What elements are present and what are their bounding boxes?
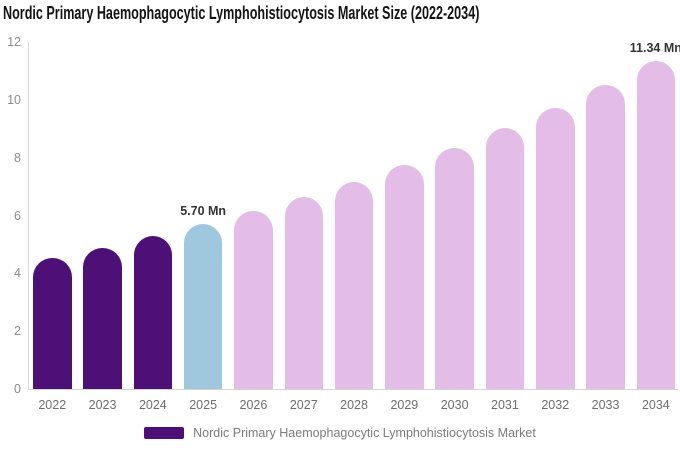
x-label-2023: 2023	[88, 398, 117, 412]
y-tick-8: 8	[14, 150, 21, 165]
bar-2029[interactable]	[385, 165, 424, 389]
y-tick-10: 10	[7, 92, 21, 107]
x-label-2031: 2031	[491, 398, 519, 412]
y-tick-12: 12	[7, 35, 21, 49]
legend-label: Nordic Primary Haemophagocytic Lymphohis…	[193, 426, 536, 440]
bar-2033[interactable]	[586, 85, 625, 389]
x-label-2034: 2034	[641, 398, 670, 412]
y-tick-6: 6	[14, 208, 21, 223]
y-tick-0: 0	[14, 382, 21, 396]
x-label-2027: 2027	[289, 398, 318, 412]
legend-swatch-icon	[144, 427, 185, 439]
bar-2027[interactable]	[284, 197, 323, 389]
bar-2026[interactable]	[234, 211, 273, 389]
value-label-2025: 5.70 Mn	[180, 204, 227, 219]
value-label-2034: 11.34 Mn	[629, 41, 680, 56]
x-label-2026: 2026	[239, 398, 268, 412]
x-axis: 2022 2023 2024 2025 2026 2027 2028 2029 2030 2031…	[28, 398, 678, 414]
bar-2030[interactable]	[435, 147, 474, 389]
y-tick-4: 4	[14, 266, 21, 281]
plot-area: 5.70 Mn 11.34 Mn	[28, 41, 680, 389]
bar-2025[interactable]	[183, 224, 223, 389]
x-label-2029: 2029	[390, 398, 419, 412]
y-axis-line	[28, 42, 29, 389]
bar-2034[interactable]	[636, 61, 676, 389]
x-label-2028: 2028	[340, 398, 368, 412]
bar-2028[interactable]	[334, 181, 374, 389]
x-axis-line	[28, 389, 678, 390]
x-label-2022: 2022	[38, 398, 67, 412]
bar-2022[interactable]	[33, 258, 72, 389]
x-label-2024: 2024	[138, 398, 167, 412]
bar-2032[interactable]	[536, 107, 575, 389]
bar-2023[interactable]	[83, 247, 122, 389]
x-label-2030: 2030	[440, 398, 469, 412]
x-label-2025: 2025	[189, 398, 218, 412]
chart-title: Nordic Primary Haemophagocytic Lymphohis…	[3, 3, 480, 23]
x-label-2032: 2032	[541, 398, 570, 412]
y-tick-2: 2	[14, 324, 21, 339]
y-axis: 0 2 4 6 8 10 12	[0, 35, 21, 396]
legend[interactable]: Nordic Primary Haemophagocytic Lymphohis…	[0, 425, 680, 441]
x-label-2033: 2033	[591, 398, 620, 412]
bar-2024[interactable]	[133, 236, 173, 389]
bar-2031[interactable]	[485, 128, 525, 389]
